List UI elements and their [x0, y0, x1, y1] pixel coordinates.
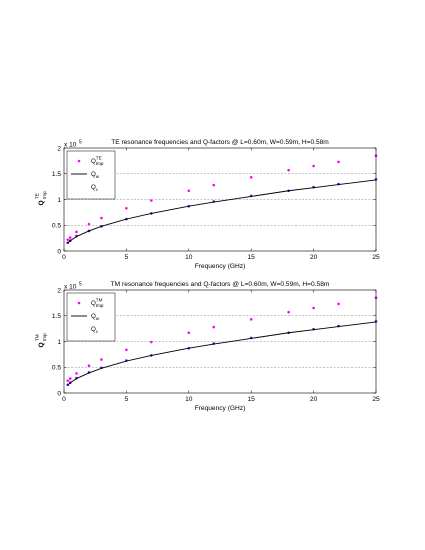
data-point — [187, 189, 191, 193]
y-label-sub: tmp — [42, 191, 47, 199]
legend-sub: tmp — [96, 303, 104, 308]
legend-marker-dot — [77, 301, 81, 305]
legend-sub: c — [96, 187, 99, 192]
chart-title: TM resonance frequencies and Q-factors @… — [111, 281, 330, 288]
data-point — [312, 306, 315, 310]
legend-main: Q — [91, 300, 96, 307]
y-label-sub: tmp — [42, 333, 47, 341]
legend-sub: w — [96, 316, 100, 321]
x-tick-label: 5 — [125, 254, 129, 261]
x-axis-label: Frequency (GHz) — [195, 405, 246, 412]
legend-main: Q — [91, 184, 96, 191]
legend-box — [66, 292, 116, 342]
data-point — [87, 222, 91, 226]
data-point — [212, 183, 216, 187]
x-tick-label: 5 — [125, 396, 129, 403]
y-tick-label: 0.5 — [52, 365, 61, 372]
x-tick-label: 0 — [62, 396, 66, 403]
data-point — [125, 206, 128, 210]
x-tick-label: 10 — [185, 396, 193, 403]
y-tick-label: 0 — [57, 390, 61, 397]
legend-main: Q — [91, 326, 96, 333]
data-point — [287, 168, 290, 172]
data-point — [66, 379, 70, 382]
y-multiplier-base: x 10 — [64, 142, 77, 149]
y-tick-label: 2 — [57, 287, 61, 294]
x-tick-label: 15 — [248, 254, 256, 261]
data-point — [100, 358, 103, 361]
series-2 — [67, 179, 377, 244]
y-tick-label: 1 — [57, 197, 61, 204]
x-tick-label: 25 — [372, 396, 380, 403]
legend-sub: w — [96, 174, 100, 179]
data-point — [68, 236, 72, 239]
y-label-sup: TM — [35, 334, 40, 341]
data-point — [249, 318, 253, 321]
data-point — [212, 325, 216, 329]
series-0 — [66, 154, 378, 241]
y-axis-label: QTE tmp — [35, 191, 48, 206]
legend-sub: c — [96, 329, 99, 334]
legend-main: Q — [91, 171, 96, 178]
y-tick-label: 1 — [57, 339, 61, 346]
series-0 — [66, 296, 378, 382]
data-point — [249, 176, 253, 179]
data-point — [66, 238, 70, 241]
series-2 — [67, 321, 377, 386]
data-point — [68, 377, 72, 380]
y-label-main: Q — [38, 342, 45, 347]
data-point — [312, 164, 315, 168]
data-point — [75, 372, 78, 375]
series-line — [67, 179, 377, 244]
legend-marker-dot — [77, 159, 81, 163]
x-axis-label: Frequency (GHz) — [195, 263, 246, 270]
legend-main: Q — [91, 313, 96, 320]
y-tick-label: 0 — [57, 248, 61, 255]
y-axis-label: QTM tmp — [35, 333, 48, 348]
chart-title: TE resonance frequencies and Q-factors @… — [111, 139, 329, 146]
data-point — [100, 216, 103, 220]
y-multiplier-exp: 5 — [79, 140, 82, 146]
y-label-main: Q — [38, 200, 45, 205]
legend-sup: TE — [96, 156, 102, 161]
data-point — [187, 331, 191, 335]
y-tick-label: 1.5 — [52, 313, 61, 320]
legend-sub: tmp — [96, 161, 104, 166]
chart-0: TE resonance frequencies and Q-factors @… — [35, 139, 380, 270]
legend-main: Q — [91, 158, 96, 165]
y-tick-label: 1.5 — [52, 171, 61, 178]
legend-box — [66, 150, 116, 200]
series-line — [67, 321, 377, 386]
x-tick-label: 0 — [62, 254, 66, 261]
data-point — [87, 364, 91, 368]
x-tick-label: 25 — [372, 254, 380, 261]
x-tick-label: 20 — [310, 396, 318, 403]
data-point — [337, 160, 340, 164]
data-point — [287, 310, 290, 314]
data-point — [150, 199, 153, 202]
y-tick-label: 2 — [57, 145, 61, 152]
y-label-sup: TE — [35, 193, 40, 199]
data-point — [75, 230, 78, 234]
data-point — [150, 340, 153, 344]
x-tick-label: 10 — [185, 254, 193, 261]
legend-sup: TM — [96, 298, 103, 303]
y-multiplier-base: x 10 — [64, 284, 77, 291]
x-tick-label: 20 — [310, 254, 318, 261]
data-point — [337, 302, 340, 306]
y-tick-label: 0.5 — [52, 223, 61, 230]
chart-1: TM resonance frequencies and Q-factors @… — [35, 281, 380, 412]
data-point — [125, 348, 128, 352]
x-tick-label: 15 — [248, 396, 256, 403]
y-multiplier-exp: 5 — [79, 282, 82, 288]
